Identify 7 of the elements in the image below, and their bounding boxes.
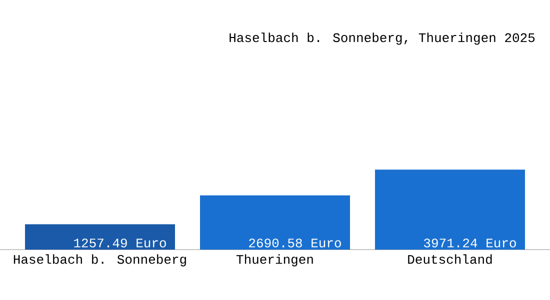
data-label: 1257.49 Euro	[74, 238, 166, 248]
data-label: 2690.58 Euro	[249, 238, 341, 248]
x-tick-label: Thueringen	[236, 254, 313, 266]
x-tick-label: Haselbach b. Sonneberg	[14, 254, 186, 266]
x-tick-label: Deutschland	[408, 254, 492, 264]
chart-title: Haselbach b. Sonneberg, Thueringen 2025	[230, 32, 535, 45]
data-label: 3971.24 Euro	[424, 238, 516, 248]
